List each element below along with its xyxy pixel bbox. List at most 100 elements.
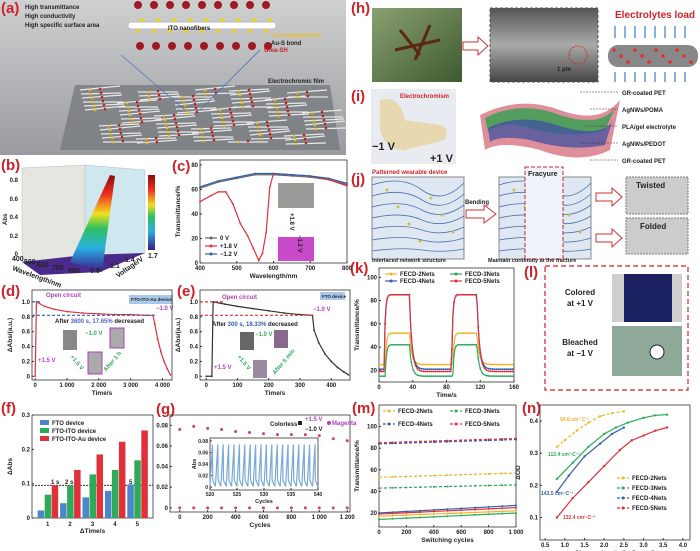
data-point (420, 363, 423, 366)
data-point (434, 375, 437, 378)
x-tick-label: 4 (113, 522, 117, 528)
data-point (378, 363, 380, 366)
x-tick-label: 400 (195, 266, 206, 272)
y-tick-label: 0.6 (190, 330, 199, 336)
urea-molecule (302, 133, 306, 137)
y-tick-label: 0.4 (22, 345, 31, 351)
y-tick-label: 0.6 (22, 330, 31, 336)
au-nanoparticle (264, 29, 268, 33)
data-point (378, 515, 380, 518)
data-point (654, 429, 657, 432)
y-tick-label: 0 (195, 261, 199, 267)
data-point (571, 497, 574, 500)
x-axis-label: Time/s (92, 390, 113, 397)
data-point (451, 349, 453, 352)
panel-label: (b) (1, 157, 20, 174)
data-point (555, 516, 559, 519)
urea-molecule (265, 120, 269, 124)
y-axis-label: ΔAbs/(a.u.) (7, 318, 14, 352)
data-point (430, 363, 433, 366)
dashed-frame (544, 265, 689, 391)
data-point (178, 506, 182, 510)
series-line (556, 426, 668, 518)
legend-marker (621, 496, 625, 500)
data-point (501, 472, 504, 475)
data-point (424, 370, 427, 373)
data-point (419, 509, 422, 512)
data-point (511, 370, 514, 373)
data-point (378, 487, 380, 490)
data-point (515, 509, 517, 512)
y-axis-label: Transmittance/% (175, 185, 182, 237)
urea-molecule (140, 120, 144, 124)
y-tick-label: 0.02 (198, 474, 208, 480)
au-nanoparticle (268, 18, 272, 22)
data-point (232, 203, 234, 206)
au-nanoparticle (144, 137, 148, 141)
layer-label: AgNWs/POMA (622, 108, 664, 114)
data-point (501, 437, 504, 440)
x-axis-label: Switching cycles (421, 537, 474, 544)
y-tick-label: 0.06 (156, 444, 168, 450)
electrolyte-dot (640, 54, 644, 58)
arrow (465, 204, 497, 224)
data-point (261, 432, 265, 436)
data-point (460, 485, 463, 488)
arrow (462, 35, 489, 57)
legend-label: FECD-5Nets (465, 422, 500, 428)
data-point (236, 305, 239, 308)
data-point (309, 175, 312, 177)
au-nanoparticle (275, 106, 279, 110)
y-tick: 1.1 (110, 263, 120, 270)
urea-molecule (121, 139, 125, 143)
data-point (515, 472, 517, 475)
data-point (347, 373, 350, 376)
urea-molecule (212, 138, 216, 142)
data-point (602, 432, 606, 436)
crosslink-node (578, 230, 582, 234)
data-point (272, 172, 275, 175)
data-point (199, 186, 201, 188)
data-point (265, 231, 268, 234)
data-point (436, 363, 439, 366)
x-tick-label: 600 (456, 530, 467, 536)
x-tick-label: 40 (409, 385, 416, 391)
data-point (206, 506, 210, 510)
data-point (465, 343, 467, 346)
panel-label: (d) (1, 283, 20, 300)
au-nanoparticle (184, 29, 188, 33)
cycle-label: +1.5 V (68, 354, 84, 371)
back-wall (21, 164, 86, 263)
layer-label: PLA/gel electrolyte (622, 125, 677, 131)
data-point (418, 374, 421, 377)
x-tick-label: 1 (46, 522, 50, 528)
bar (51, 485, 59, 518)
data-point (267, 309, 270, 312)
urea-molecule (228, 107, 232, 111)
nanofiber-network (79, 85, 347, 146)
data-point (503, 370, 506, 373)
data-point (473, 293, 476, 296)
data-point (418, 367, 421, 369)
data-point (446, 509, 449, 512)
legend-marker (389, 272, 393, 276)
data-point (487, 505, 490, 508)
au-nanoparticle (204, 18, 208, 22)
y-axis-label: ΔOD (515, 465, 522, 480)
cycle-label: After 5 min (272, 348, 297, 376)
data-point (481, 371, 484, 374)
data-point (220, 427, 224, 431)
data-point (448, 370, 451, 373)
x-tick-label: 4.0 (679, 543, 688, 549)
data-point (430, 375, 433, 378)
au-nanoparticle (258, 133, 262, 137)
x-tick-label: 1.0 (561, 543, 570, 549)
data-point (345, 506, 349, 510)
x-tick: 500 (24, 259, 36, 266)
urea-molecule (324, 126, 328, 130)
data-point (402, 293, 405, 296)
au-nanoparticle (255, 121, 259, 125)
legend-marker (454, 272, 458, 276)
crosslink-node (429, 196, 433, 200)
data-point (390, 332, 393, 335)
